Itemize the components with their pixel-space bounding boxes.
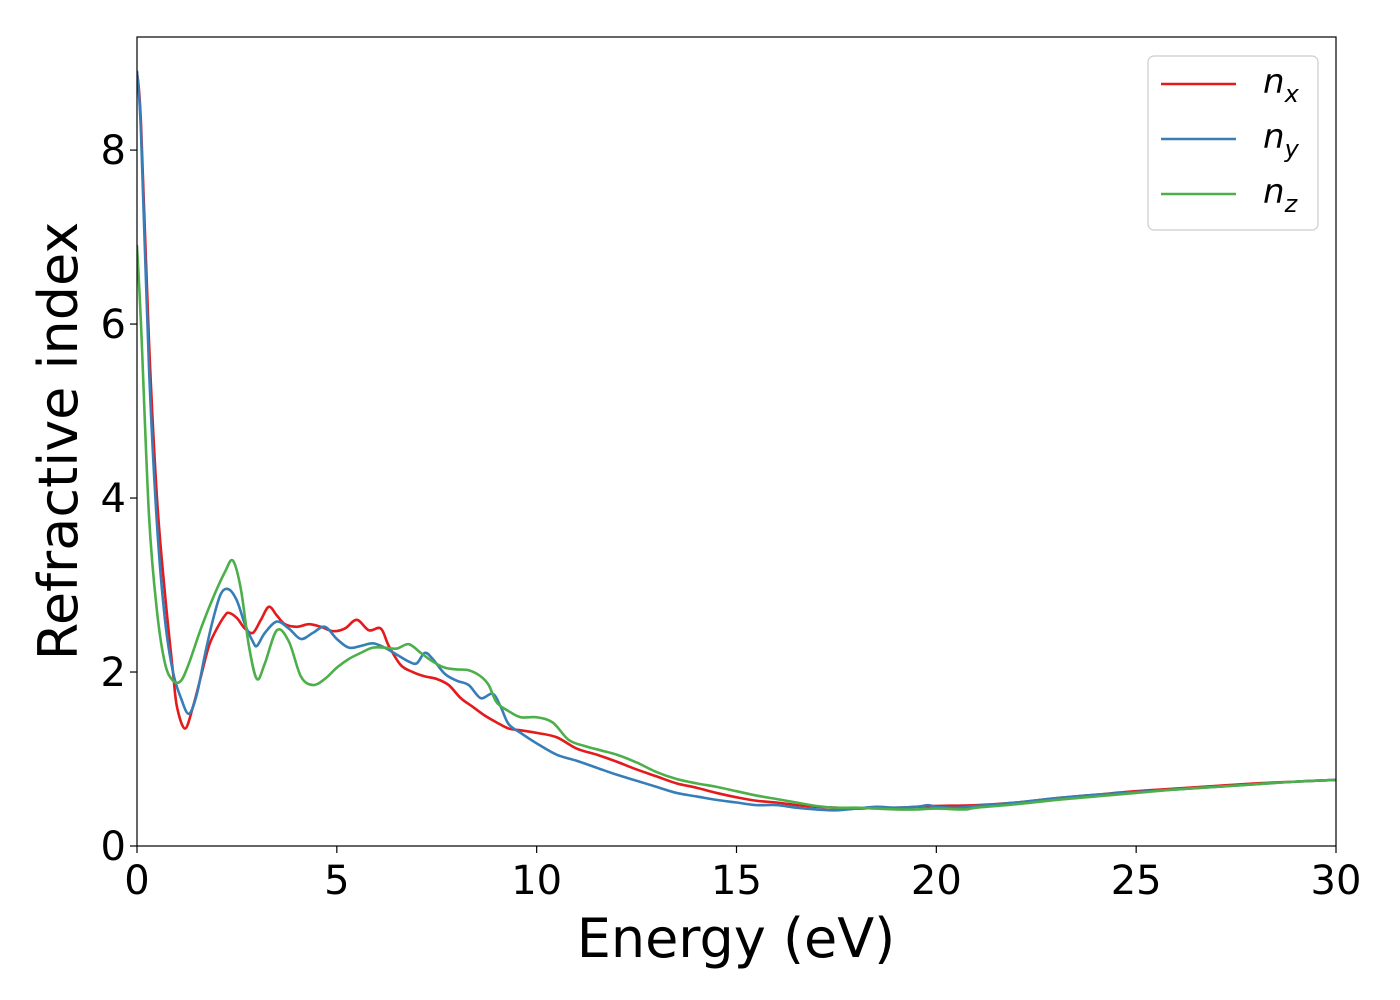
series-line-n-y: [137, 70, 1336, 812]
x-tick-label: 20: [911, 858, 962, 904]
series-line-n-z: [137, 244, 1336, 811]
legend-label-main: n: [1263, 62, 1285, 102]
legend-label-main: n: [1263, 117, 1285, 157]
y-tick-label: 6: [101, 302, 126, 348]
x-tick-label: 15: [711, 858, 762, 904]
x-axis-title: Energy (eV): [577, 907, 896, 970]
y-tick-label: 0: [101, 824, 126, 870]
y-axis-ticks: 0 2 4 6 8: [101, 128, 137, 870]
legend-label-n-x: nx: [1263, 62, 1300, 108]
legend-label-n-z: nz: [1263, 172, 1299, 218]
x-tick-label: 0: [124, 858, 149, 904]
x-tick-label: 5: [324, 858, 349, 904]
legend-label-main: n: [1263, 172, 1285, 212]
y-tick-label: 2: [101, 650, 126, 696]
legend-label-subscript: z: [1284, 190, 1299, 218]
x-tick-label: 30: [1311, 858, 1362, 904]
x-tick-label: 25: [1111, 858, 1162, 904]
legend-label-subscript: x: [1284, 80, 1300, 108]
legend-label-n-y: ny: [1263, 117, 1300, 163]
y-tick-label: 4: [101, 476, 126, 522]
series-layer: [137, 70, 1336, 812]
y-tick-label: 8: [101, 128, 126, 174]
legend-label-subscript: y: [1284, 135, 1300, 163]
legend-box: [1147, 55, 1319, 231]
y-axis-title: Refractive index: [27, 222, 90, 661]
plot-background: [137, 37, 1336, 846]
x-tick-label: 10: [511, 858, 562, 904]
x-axis-ticks: 0 5 10 15 20 25 30: [124, 846, 1361, 904]
